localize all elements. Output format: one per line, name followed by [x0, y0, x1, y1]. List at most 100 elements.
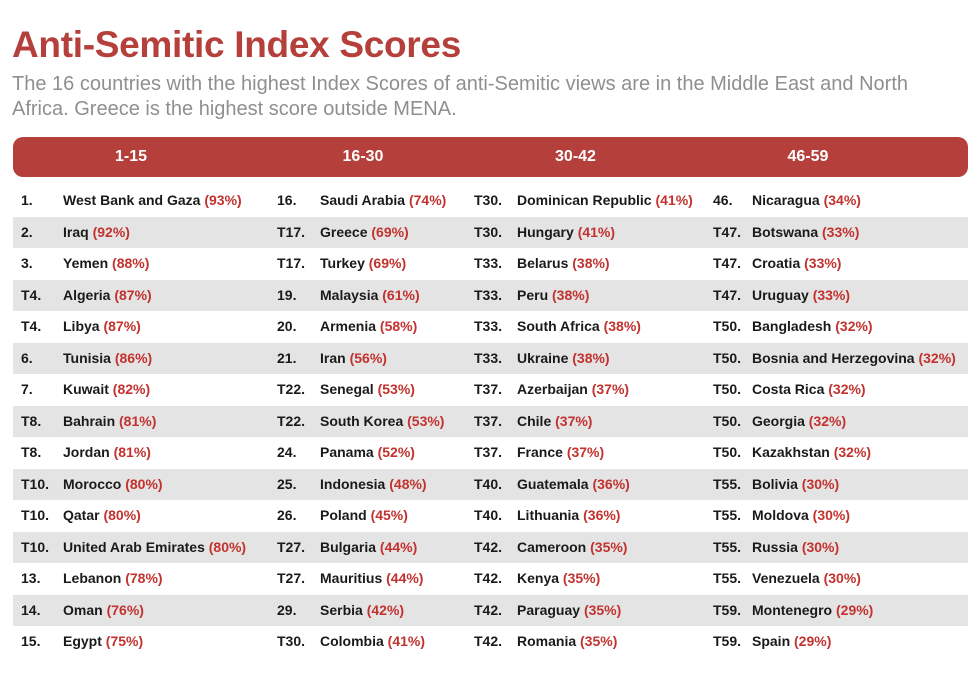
rank-number: T17. [277, 223, 306, 240]
country-entry: Oman (76%) [63, 595, 144, 627]
rank-number: 1. [21, 192, 33, 208]
country-entry: Botswana (33%) [752, 217, 859, 249]
country-entry: Paraguay (35%) [517, 595, 621, 627]
country-entry: Russia (30%) [752, 532, 839, 564]
index-score: (69%) [371, 223, 409, 240]
country-entry: Greece (69%) [320, 217, 409, 249]
index-score: (37%) [566, 444, 605, 460]
index-score: (82%) [112, 381, 151, 397]
country-entry: Bangladesh (32%) [752, 311, 873, 343]
country-name: Tunisia [63, 349, 111, 366]
page-title: Anti-Semitic Index Scores [12, 24, 461, 65]
rank-number: 3. [21, 255, 33, 271]
rank-number: 13. [21, 570, 41, 586]
index-score: (80%) [125, 475, 163, 492]
country-name: West Bank and Gaza [63, 192, 201, 208]
index-score: (69%) [368, 255, 407, 271]
rank-number: T37. [474, 444, 503, 460]
index-score: (35%) [583, 601, 622, 618]
rank-number: 14. [21, 601, 41, 618]
country-name: Croatia [752, 255, 801, 271]
country-name: Montenegro [752, 601, 833, 618]
country-name: Chile [517, 412, 552, 429]
country-name: Iraq [63, 223, 89, 240]
index-score: (41%) [387, 633, 426, 649]
rank-number: 29. [277, 601, 297, 618]
index-score: (30%) [823, 570, 861, 586]
index-score: (36%) [583, 507, 621, 523]
rank-number: 26. [277, 507, 297, 523]
rank-number: T10. [21, 538, 50, 555]
index-score: (42%) [366, 601, 405, 618]
country-entry: Iran (56%) [320, 343, 387, 375]
index-score: (32%) [833, 444, 872, 460]
index-score: (80%) [208, 538, 247, 555]
table-row: 15. Egypt (75%) T30. Colombia (41%) T42. Roma… [13, 626, 968, 658]
index-score: (61%) [382, 286, 420, 303]
rank-number: 46. [713, 192, 733, 208]
index-score: (38%) [572, 255, 610, 271]
country-entry: Mauritius (44%) [320, 563, 423, 595]
index-score: (38%) [572, 349, 610, 366]
country-entry: United Arab Emirates (80%) [63, 532, 246, 564]
country-name: Morocco [63, 475, 122, 492]
country-entry: Spain (29%) [752, 626, 831, 658]
rank-number: T42. [474, 570, 503, 586]
country-entry: Dominican Republic (41%) [517, 185, 693, 217]
country-entry: Lithuania (36%) [517, 500, 620, 532]
country-entry: Uruguay (33%) [752, 280, 850, 312]
country-name: Indonesia [320, 475, 386, 492]
country-entry: Armenia (58%) [320, 311, 417, 343]
country-entry: Saudi Arabia (74%) [320, 185, 446, 217]
index-score: (93%) [204, 192, 242, 208]
country-name: Algeria [63, 286, 111, 303]
column-header-bar: 1-15 16-30 30-42 46-59 [13, 137, 968, 177]
country-entry: Bulgaria (44%) [320, 532, 417, 564]
table-row: 13. Lebanon (78%) T27. Mauritius (44%) T42. K… [13, 563, 968, 595]
index-score: (56%) [349, 349, 387, 366]
country-name: Kuwait [63, 381, 109, 397]
table-row: T8. Jordan (81%) 24. Panama (52%) T37. France… [13, 437, 968, 469]
rank-number: T30. [474, 223, 503, 240]
table-row: 1. West Bank and Gaza (93%) 16. Saudi Arabi… [13, 185, 968, 217]
country-entry: Yemen (88%) [63, 248, 149, 280]
country-entry: Chile (37%) [517, 406, 592, 438]
index-score: (37%) [591, 381, 630, 397]
country-name: Romania [517, 633, 577, 649]
country-name: Ukraine [517, 349, 569, 366]
country-name: Georgia [752, 412, 805, 429]
index-score: (86%) [114, 349, 153, 366]
country-entry: South Africa (38%) [517, 311, 641, 343]
country-entry: Kenya (35%) [517, 563, 600, 595]
index-score: (35%) [562, 570, 601, 586]
country-name: Russia [752, 538, 798, 555]
country-name: Moldova [752, 507, 809, 523]
index-score: (44%) [379, 538, 418, 555]
country-entry: Indonesia (48%) [320, 469, 427, 501]
country-entry: Malaysia (61%) [320, 280, 420, 312]
country-name: Azerbaijan [517, 381, 588, 397]
index-score: (29%) [836, 601, 874, 618]
country-entry: Qatar (80%) [63, 500, 141, 532]
rank-number: T50. [713, 444, 742, 460]
index-score: (32%) [918, 349, 956, 366]
index-score: (33%) [822, 223, 860, 240]
index-score: (32%) [808, 412, 847, 429]
country-entry: Serbia (42%) [320, 595, 404, 627]
country-name: Paraguay [517, 601, 581, 618]
rank-number: T4. [21, 286, 42, 303]
country-entry: Ukraine (38%) [517, 343, 610, 375]
country-entry: Morocco (80%) [63, 469, 163, 501]
country-name: Panama [320, 444, 374, 460]
country-entry: Montenegro (29%) [752, 595, 873, 627]
rank-number: T8. [21, 444, 42, 460]
country-name: Yemen [63, 255, 109, 271]
index-score: (29%) [794, 633, 832, 649]
rank-number: T33. [474, 318, 503, 334]
country-name: Bosnia and Herzegovina [752, 349, 915, 366]
country-entry: Cameroon (35%) [517, 532, 627, 564]
country-entry: Peru (38%) [517, 280, 589, 312]
country-name: Bolivia [752, 475, 798, 492]
country-name: Peru [517, 286, 549, 303]
country-name: Jordan [63, 444, 110, 460]
